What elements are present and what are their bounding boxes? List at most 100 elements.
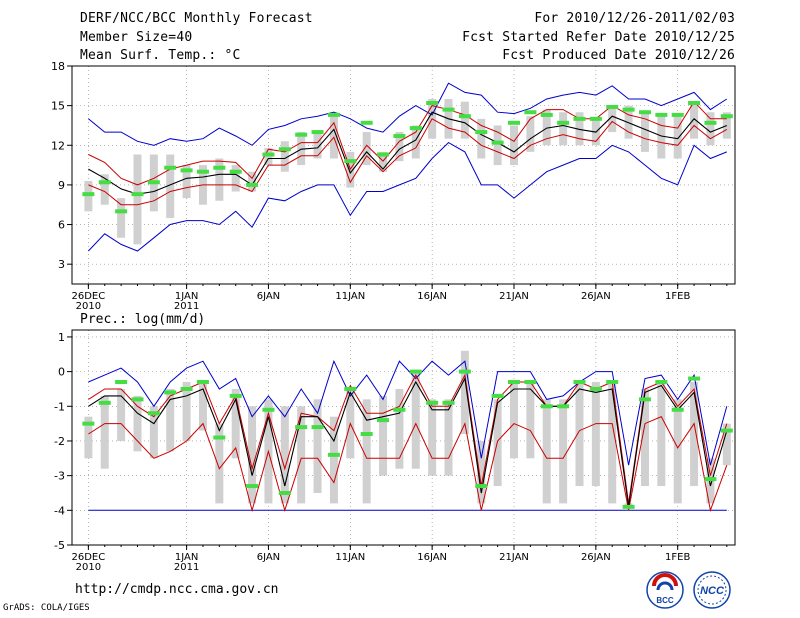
precip-range-bar bbox=[591, 382, 600, 487]
precip-range-bar bbox=[117, 388, 126, 441]
precip-median-marker bbox=[508, 380, 520, 385]
precip-range-bar bbox=[673, 399, 682, 504]
precip-range-bar bbox=[722, 423, 731, 466]
temp-range-bar bbox=[690, 101, 699, 139]
temp-median-marker bbox=[524, 110, 537, 115]
temp-range-bar bbox=[477, 118, 486, 159]
temp-range-bar bbox=[640, 112, 649, 152]
precip-median-marker bbox=[606, 380, 619, 385]
precip-median-marker bbox=[327, 452, 340, 457]
precip-median-marker bbox=[573, 380, 586, 385]
temp-xtick-label: 1JAN bbox=[175, 291, 198, 302]
temp-median-marker bbox=[262, 152, 275, 157]
precip-xtick-label: 6JAN bbox=[257, 552, 280, 563]
precip-median-marker bbox=[491, 393, 504, 398]
temp-max-line bbox=[88, 82, 728, 146]
temp-median-marker bbox=[295, 132, 308, 137]
precip-plot-frame bbox=[71, 329, 736, 546]
temp-median-marker bbox=[98, 180, 111, 185]
temp-xtick-year: 2011 bbox=[174, 301, 199, 312]
precip-median-marker bbox=[196, 380, 209, 385]
temp-xtick-label: 16JAN bbox=[417, 291, 447, 302]
temp-range-bar bbox=[117, 198, 126, 238]
temp-median-marker bbox=[622, 107, 635, 112]
forecast-produced-date: Fcst Produced Date 2010/12/26 bbox=[502, 48, 735, 63]
precip-range-bar bbox=[395, 388, 404, 469]
precip-median-marker bbox=[720, 428, 733, 433]
temp-xtick-label: 21JAN bbox=[499, 291, 529, 302]
bcc-logo-text: BCC bbox=[656, 596, 674, 605]
precip-max-line bbox=[88, 359, 728, 466]
precip-xtick-label: 1FEB bbox=[665, 552, 690, 563]
temp-median-marker bbox=[409, 126, 422, 131]
temp-median-marker bbox=[720, 114, 733, 119]
temp-median-marker bbox=[655, 112, 668, 117]
temp-min-line bbox=[88, 141, 727, 252]
precip-median-marker bbox=[115, 380, 128, 385]
temp-range-bar bbox=[215, 158, 224, 201]
temp-xtick-label: 11JAN bbox=[335, 291, 365, 302]
temp-median-marker bbox=[377, 152, 390, 157]
temp-range-bar bbox=[657, 114, 666, 159]
precip-range-bar bbox=[657, 382, 666, 487]
temp-range-bar bbox=[608, 105, 617, 133]
precip-xtick-label: 11JAN bbox=[335, 552, 365, 563]
precip-median-marker bbox=[98, 400, 111, 405]
precip-median-marker bbox=[295, 425, 308, 430]
temp-lower-std-line bbox=[88, 118, 728, 206]
temp-median-marker bbox=[196, 169, 209, 174]
temperature-panel-title: Mean Surf. Temp.: °C bbox=[80, 48, 241, 63]
precip-range-bar bbox=[640, 388, 649, 487]
precip-range-bar bbox=[379, 395, 388, 476]
source-url[interactable]: http://cmdp.ncc.cma.gov.cn bbox=[75, 582, 279, 597]
temp-median-marker bbox=[213, 165, 226, 170]
temp-median-marker bbox=[606, 104, 619, 109]
precip-range-bar bbox=[149, 406, 158, 459]
precip-range-bar bbox=[608, 382, 617, 504]
precip-median-marker bbox=[638, 397, 651, 402]
member-size: Member Size=40 bbox=[80, 30, 193, 45]
temp-range-bar bbox=[624, 105, 633, 139]
precip-range-bar bbox=[559, 399, 568, 504]
temp-range-bar bbox=[329, 112, 338, 159]
temp-median-marker bbox=[327, 112, 340, 117]
temp-ytick-label: 9 bbox=[58, 179, 65, 192]
precip-xtick-label: 16JAN bbox=[417, 552, 447, 563]
precip-median-marker bbox=[409, 369, 422, 374]
temp-range-bar bbox=[395, 132, 404, 162]
precip-ytick-label: -4 bbox=[54, 504, 65, 517]
temp-range-bar bbox=[313, 132, 322, 159]
temp-median-marker bbox=[475, 130, 488, 135]
temp-median-marker bbox=[557, 120, 570, 125]
precip-median-marker bbox=[377, 418, 390, 423]
precip-xtick-label: 1JAN bbox=[175, 552, 198, 563]
temp-xtick-label: 26JAN bbox=[581, 291, 611, 302]
temp-range-bar bbox=[133, 154, 142, 245]
temp-median-marker bbox=[638, 110, 651, 115]
precip-ytick-label: -2 bbox=[54, 435, 65, 448]
precip-range-bar bbox=[477, 440, 486, 504]
temp-xtick-label: 6JAN bbox=[257, 291, 280, 302]
precip-median-marker bbox=[131, 397, 144, 402]
temp-range-bar bbox=[297, 132, 306, 166]
precip-ytick-label: 0 bbox=[58, 366, 65, 379]
forecast-start-date: Fcst Started Refer Date 2010/12/25 bbox=[462, 30, 735, 45]
temp-range-bar bbox=[722, 112, 731, 139]
precip-ytick-label: 1 bbox=[58, 331, 65, 344]
precip-median-marker bbox=[229, 393, 242, 398]
precip-median-marker bbox=[475, 484, 488, 489]
precip-range-bar bbox=[460, 350, 469, 435]
temp-range-bar bbox=[411, 125, 420, 159]
precip-range-bar bbox=[542, 399, 551, 504]
precip-median-marker bbox=[360, 432, 373, 437]
precip-ytick-label: -3 bbox=[54, 470, 65, 483]
precip-range-bar bbox=[182, 382, 191, 441]
precip-median-marker bbox=[311, 425, 324, 430]
precip-range-bar bbox=[411, 371, 420, 469]
temp-median-marker bbox=[442, 107, 455, 112]
temp-xtick-year: 2010 bbox=[76, 301, 101, 312]
temp-median-marker bbox=[311, 130, 324, 135]
temp-ytick-label: 15 bbox=[51, 100, 65, 113]
temp-ytick-label: 3 bbox=[58, 258, 65, 271]
temp-median-marker bbox=[229, 169, 242, 174]
